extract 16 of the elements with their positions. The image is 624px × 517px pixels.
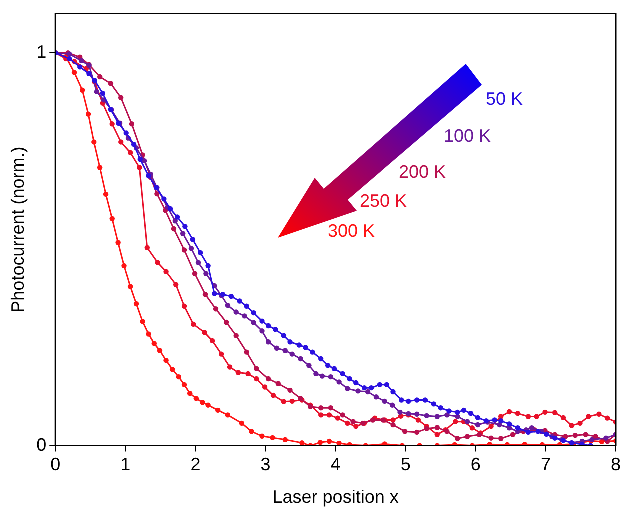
- text: 100 K: [444, 126, 492, 146]
- text: 200 K: [399, 162, 446, 182]
- x-tick-label: 2: [190, 454, 201, 475]
- x-tick-label: 4: [330, 454, 341, 475]
- y-axis-title: Photocurrent (norm.): [8, 146, 28, 313]
- x-tick-label: 3: [260, 454, 271, 475]
- x-tick-label: 8: [610, 454, 621, 475]
- text: 50 K: [486, 88, 524, 109]
- x-tick-label: 1: [120, 454, 131, 475]
- x-tick-label: 0: [50, 454, 61, 475]
- text: 300 K: [328, 220, 376, 241]
- x-axis-title: Laser position x: [272, 487, 399, 508]
- text: 250 K: [360, 190, 408, 211]
- x-tick-label: 6: [470, 454, 481, 475]
- x-tick-label: 7: [540, 454, 551, 475]
- x-tick-label: 5: [400, 454, 411, 475]
